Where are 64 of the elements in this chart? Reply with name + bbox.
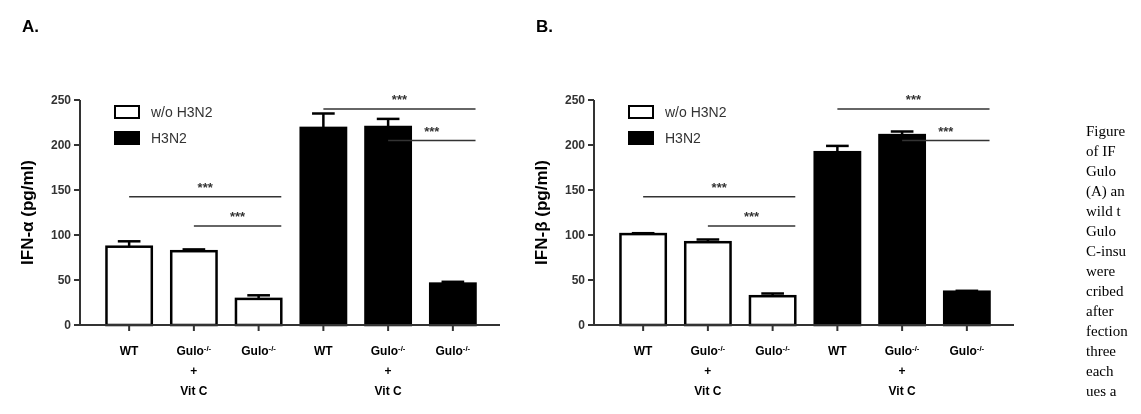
category-label: Gulo$^{-/-}$ + Vit C xyxy=(176,343,212,398)
bar xyxy=(683,240,732,327)
bar xyxy=(878,133,927,327)
text: were xyxy=(1086,263,1116,279)
x-tick-label: WT xyxy=(633,344,654,358)
y-tick-label: 0 xyxy=(64,318,72,333)
x-tick-label: WT xyxy=(828,344,848,358)
y-tick-label: 200 xyxy=(50,138,72,153)
text: wild t xyxy=(1086,203,1122,219)
bar xyxy=(942,290,991,327)
annotation: *** xyxy=(743,209,761,224)
legend-label: H3N2 xyxy=(665,129,702,146)
y-axis-title: IFN-β (pg/ml) xyxy=(532,160,551,265)
y-tick-label: 250 xyxy=(50,93,72,108)
text: cribed xyxy=(1086,283,1124,299)
text: of IF xyxy=(1086,143,1116,159)
y-tick-label: 50 xyxy=(571,273,586,288)
category-label: Gulo$^{-/-}$ + Vit C xyxy=(370,343,406,398)
text: Gulo xyxy=(1086,163,1116,179)
text: ues a xyxy=(1086,383,1117,399)
text: (A) an xyxy=(1086,183,1126,200)
bar xyxy=(169,249,218,327)
chart-title: B. xyxy=(536,17,553,36)
x-tick-label: Gulo$^{-/-}$ xyxy=(949,343,985,358)
y-tick-label: 100 xyxy=(564,228,586,243)
y-tick-label: 150 xyxy=(50,183,72,198)
bar xyxy=(234,297,283,327)
text: after xyxy=(1086,303,1114,319)
x-tick-label: Gulo$^{-/-}$ xyxy=(435,343,471,358)
category-label: Gulo$^{-/-}$ + Vit C xyxy=(690,343,726,398)
x-tick-label: Gulo$^{-/-}$ xyxy=(241,343,277,358)
annotation: *** xyxy=(711,179,728,195)
annotation: *** xyxy=(938,123,955,139)
bar xyxy=(105,245,154,327)
annotation: *** xyxy=(197,179,214,195)
annotation: *** xyxy=(391,92,408,107)
text: three xyxy=(1086,343,1117,359)
text: Gulo xyxy=(1086,223,1116,239)
text: fection xyxy=(1086,323,1129,339)
bar xyxy=(428,282,477,327)
annotation: *** xyxy=(905,92,922,107)
text: Figure xyxy=(1086,123,1126,139)
x-tick-label: Gulo$^{-/-}$ xyxy=(755,343,791,358)
y-tick-label: 150 xyxy=(564,183,586,198)
annotation: *** xyxy=(229,209,247,224)
x-tick-label: WT xyxy=(119,344,140,358)
y-tick-label: 100 xyxy=(50,228,72,243)
y-tick-label: 200 xyxy=(564,138,586,153)
annotation: *** xyxy=(424,123,441,139)
legend-label: w/o H3N2 xyxy=(664,103,727,120)
text: each xyxy=(1086,363,1114,379)
bar xyxy=(813,150,862,327)
x-tick-label: WT xyxy=(314,344,334,358)
bar xyxy=(619,232,668,327)
y-axis-title: IFN-α (pg/ml) xyxy=(18,160,37,265)
legend-label: H3N2 xyxy=(151,129,188,146)
chart-title: A. xyxy=(22,17,39,36)
y-tick-label: 250 xyxy=(564,93,586,108)
bar xyxy=(748,294,797,327)
y-tick-label: 0 xyxy=(578,318,586,333)
y-tick-label: 50 xyxy=(57,273,72,288)
text: C-insu xyxy=(1086,243,1127,259)
category-label: Gulo$^{-/-}$ + Vit C xyxy=(884,343,920,398)
legend-label: w/o H3N2 xyxy=(150,103,213,120)
